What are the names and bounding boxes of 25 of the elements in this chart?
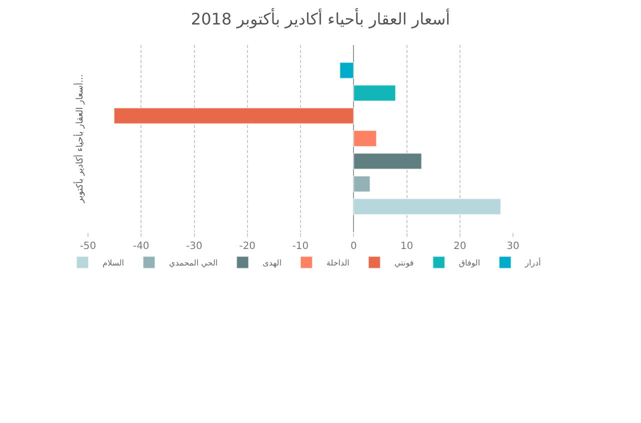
x-tick-label: -40 — [132, 241, 150, 252]
x-tick-label: 0 — [350, 241, 357, 252]
x-tick-label: -30 — [186, 241, 202, 252]
legend-label: السلام — [102, 258, 124, 268]
x-tick-label: -50 — [80, 241, 96, 252]
x-tick-label: 30 — [506, 241, 520, 252]
legend-label: الداخلة — [326, 258, 350, 268]
x-tick-label: -20 — [239, 241, 256, 252]
bar — [353, 175, 371, 192]
bar — [114, 107, 354, 124]
x-tick-label: 20 — [454, 241, 466, 252]
bar — [339, 62, 354, 79]
x-tick-label: 10 — [400, 241, 414, 252]
legend-label: أدرار — [524, 258, 541, 268]
y-axis-title: أسعار العقار بأحياء أكادير بأكتوبر... — [72, 74, 86, 204]
legend-label: فونتي — [394, 258, 414, 268]
bar — [353, 84, 396, 102]
chart-title: أسعار العقار بأحياء أكادير بأكتوبر 2018 — [190, 8, 450, 29]
bar — [353, 152, 422, 170]
legend-label: الهدى — [262, 258, 282, 268]
legend-label: الوفاق — [458, 258, 480, 268]
bar — [353, 130, 377, 147]
legend-label: الحي المحمدي — [169, 258, 218, 268]
bar — [353, 198, 502, 216]
x-tick-label: -10 — [292, 241, 309, 252]
